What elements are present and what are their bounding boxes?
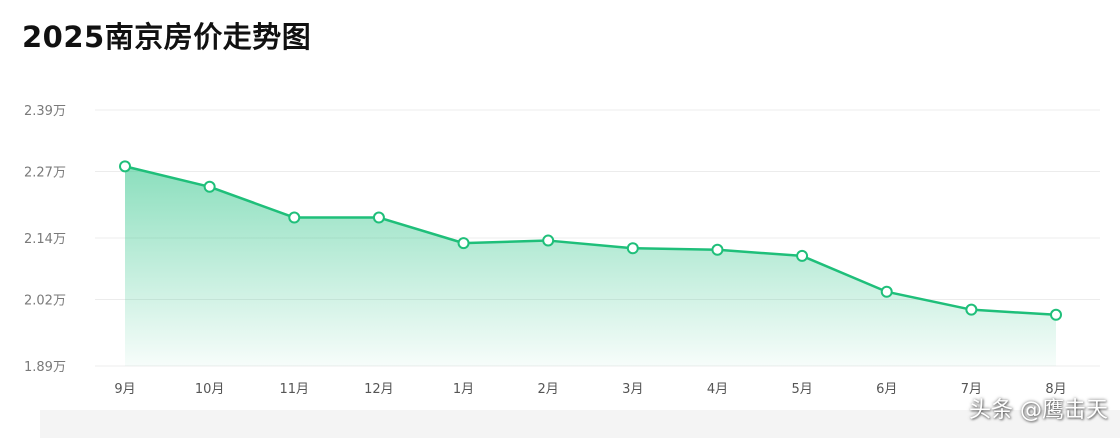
y-tick-label: 1.89万	[24, 360, 66, 375]
data-point[interactable]	[796, 249, 809, 262]
x-tick-label: 5月	[791, 382, 812, 397]
series-area	[125, 166, 1056, 366]
y-tick-label: 2.39万	[24, 104, 66, 119]
y-axis: 1.89万 2.02万 2.14万 2.27万 2.39万	[24, 104, 66, 375]
data-point[interactable]	[119, 160, 131, 173]
x-tick-label: 8月	[1045, 382, 1066, 397]
y-tick-label: 2.27万	[24, 165, 66, 180]
series-line	[124, 165, 1057, 317]
x-tick-label: 1月	[453, 382, 474, 397]
data-point[interactable]	[880, 285, 893, 298]
x-tick-label: 11月	[279, 382, 309, 397]
data-point[interactable]	[626, 242, 639, 255]
x-tick-label: 10月	[195, 382, 225, 397]
data-point[interactable]	[711, 243, 724, 256]
data-point[interactable]	[542, 234, 555, 247]
y-tick-label: 2.14万	[24, 232, 66, 247]
area-layer	[125, 166, 1056, 366]
x-tick-label: 9月	[114, 382, 135, 397]
x-tick-label: 6月	[876, 382, 897, 397]
x-tick-label: 7月	[961, 382, 982, 397]
data-point[interactable]	[203, 180, 216, 193]
data-point[interactable]	[1050, 308, 1062, 321]
data-point[interactable]	[288, 211, 301, 224]
x-tick-label: 2月	[538, 382, 559, 397]
footer-bar	[40, 410, 1120, 438]
y-tick-label: 2.02万	[24, 293, 66, 308]
chart-title: 2025南京房价走势图	[22, 20, 312, 54]
data-point[interactable]	[372, 211, 385, 224]
data-point[interactable]	[457, 237, 470, 250]
x-tick-label: 4月	[707, 382, 728, 397]
data-point[interactable]	[965, 303, 978, 316]
line-layer	[124, 165, 1057, 317]
x-axis: 9月 10月 11月 12月 1月 2月 3月 4月 5月 6月 7月 8月	[114, 382, 1066, 397]
x-tick-label: 3月	[622, 382, 643, 397]
point-layer	[119, 160, 1062, 321]
x-tick-label: 12月	[364, 382, 394, 397]
watermark: 头条 @鹰击天	[969, 398, 1108, 423]
